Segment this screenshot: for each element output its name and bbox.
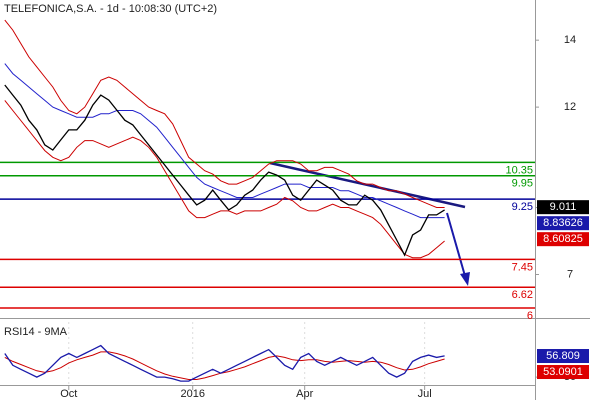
series-line xyxy=(4,351,445,380)
value-box-label: 53.0901 xyxy=(543,366,583,378)
level-label: 6.62 xyxy=(512,289,533,301)
level-label: 9.95 xyxy=(512,178,533,190)
level-label: 6 xyxy=(527,310,533,322)
value-box xyxy=(537,232,589,247)
series-line xyxy=(4,84,445,257)
x-tick-label: Jul xyxy=(418,388,432,400)
x-tick-label: Oct xyxy=(60,388,77,400)
series-line xyxy=(4,19,445,208)
series-line xyxy=(4,100,445,259)
value-box-label: 8.83626 xyxy=(543,217,583,229)
y-tick-label: 7 xyxy=(567,268,573,280)
level-label: 7.45 xyxy=(512,261,533,273)
value-box xyxy=(537,349,589,364)
x-tick-label: Apr xyxy=(296,388,313,400)
x-tick-label: 2016 xyxy=(180,388,204,400)
value-box xyxy=(537,200,589,215)
arrow-head xyxy=(460,272,470,286)
y-tick-label: 14 xyxy=(564,34,576,46)
level-label: 10.35 xyxy=(505,164,533,176)
value-box xyxy=(537,216,589,231)
value-box-label: 9.011 xyxy=(550,201,577,213)
series-line xyxy=(4,344,445,382)
panel-title: RSI14 - 9MA xyxy=(4,326,68,338)
y-tick-label: 12 xyxy=(564,101,576,113)
series-line xyxy=(4,63,445,219)
arrow-shaft xyxy=(446,212,466,277)
level-label: 9.25 xyxy=(512,201,533,213)
chart-title: TELEFONICA,S.A. - 1d - 10:08:30 (UTC+2) xyxy=(4,3,217,15)
value-box xyxy=(537,365,589,380)
value-box-label: 56.809 xyxy=(546,350,580,362)
value-box-label: 8.60825 xyxy=(543,233,583,245)
